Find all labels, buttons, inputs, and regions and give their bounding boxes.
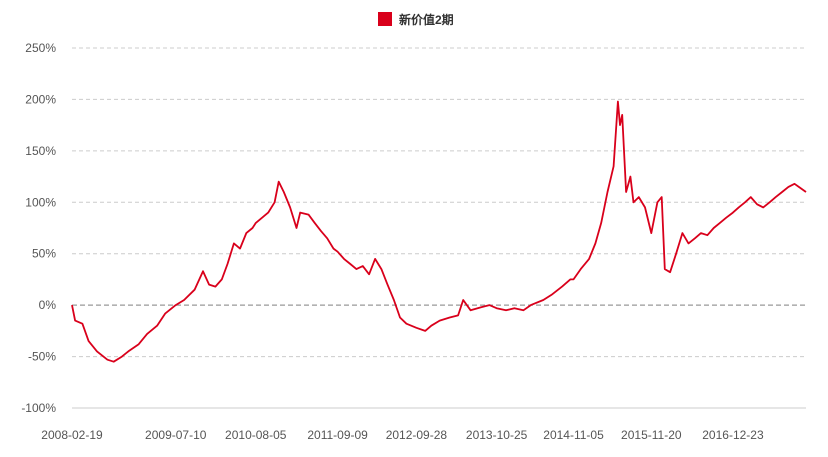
x-tick-label: 2008-02-19 <box>41 428 103 442</box>
y-tick-label: -50% <box>28 350 56 364</box>
x-tick-label: 2012-09-28 <box>386 428 448 442</box>
y-tick-label: -100% <box>21 401 56 415</box>
x-tick-label: 2014-11-05 <box>543 428 604 442</box>
y-axis-tick-labels: 250% 200% 150% 100% 50% 0% -50% -100% <box>21 41 56 415</box>
y-tick-label: 150% <box>25 144 56 158</box>
x-tick-label: 2010-08-05 <box>225 428 287 442</box>
x-tick-label: 2011-09-09 <box>307 428 368 442</box>
legend-label: 新价值2期 <box>399 12 454 27</box>
series-line <box>71 100 807 363</box>
x-tick-label: 2015-11-20 <box>621 428 682 442</box>
x-tick-label: 2009-07-10 <box>145 428 207 442</box>
x-tick-label: 2016-12-23 <box>702 428 764 442</box>
y-tick-label: 250% <box>25 41 56 55</box>
x-axis-tick-labels: 2008-02-19 2009-07-10 2010-08-05 2011-09-09… <box>41 428 764 442</box>
y-tick-label: 50% <box>32 247 56 261</box>
x-tick-label: 2013-10-25 <box>466 428 528 442</box>
y-tick-label: 0% <box>39 298 57 312</box>
y-tick-label: 200% <box>25 92 56 106</box>
y-tick-label: 100% <box>25 195 56 209</box>
legend[interactable]: 新价值2期 <box>378 12 454 27</box>
y-gridlines <box>72 47 806 358</box>
legend-swatch <box>378 12 392 26</box>
